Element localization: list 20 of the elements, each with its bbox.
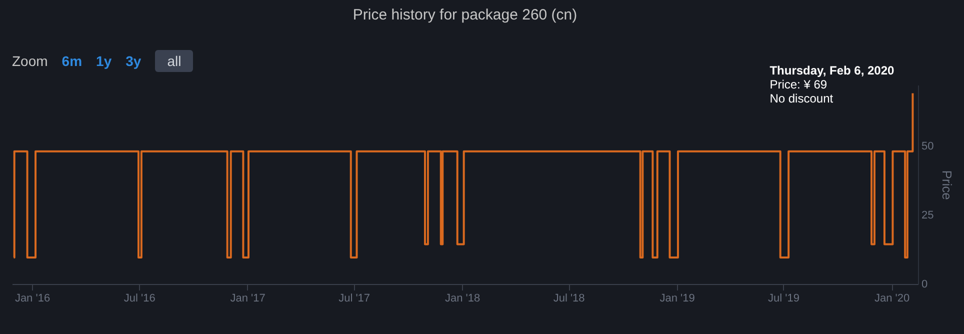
x-tick-label: Jan '18 <box>444 292 480 304</box>
annotation: Thursday, Feb 6, 2020 Price: ¥ 69 No discount <box>770 63 895 106</box>
x-tick-label: Jul '17 <box>338 292 370 304</box>
x-tick-label: Jan '16 <box>14 292 50 304</box>
y-tick-label: 25 <box>922 209 934 222</box>
x-tick-label: Jan '17 <box>230 292 266 304</box>
y-tick-label: 50 <box>922 140 934 152</box>
x-tick-label: Jul '16 <box>124 292 156 304</box>
y-tick-label: 0 <box>922 278 928 290</box>
text: 1y <box>96 52 112 71</box>
x-tick-label: Jan '19 <box>660 292 695 304</box>
y-axis-title: Price <box>940 170 955 200</box>
text: 6m <box>62 52 82 71</box>
x-tick-label: Jul '18 <box>553 292 585 304</box>
x-tick-label: Jul '19 <box>768 292 800 304</box>
text: Zoom <box>12 53 48 69</box>
x-tick-label: Jan '20 <box>874 292 910 304</box>
text: all <box>155 50 194 72</box>
text: 3y <box>126 52 142 71</box>
chart-title: Price history for package 260 (cn) <box>352 6 578 24</box>
